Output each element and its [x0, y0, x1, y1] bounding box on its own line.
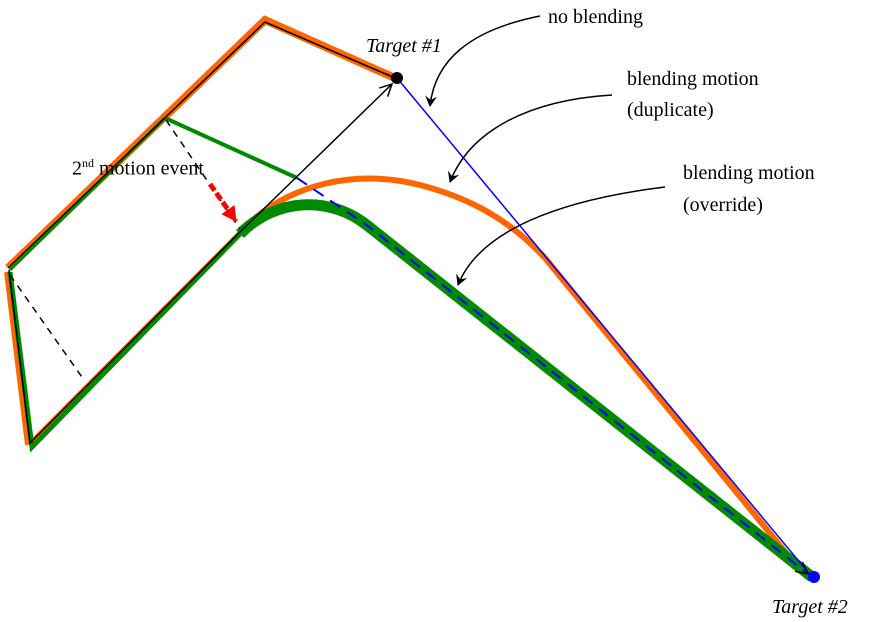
blue-dashed-path — [296, 177, 808, 574]
motion-event-text: motion event — [94, 157, 204, 180]
target1-dot — [391, 72, 403, 84]
no-blending-path — [396, 77, 813, 578]
motion-event-number: 2 — [72, 157, 82, 180]
dashed-connector-lower — [9, 274, 85, 381]
duplicate-label-line2: (duplicate) — [627, 99, 714, 121]
override-callout-arrow — [456, 186, 666, 286]
target2-dot — [808, 571, 820, 583]
motion-event-arrow — [207, 182, 239, 223]
duplicate-callout-arrow — [447, 94, 613, 183]
duplicate-label-line1: blending motion — [627, 68, 759, 90]
override-path — [7, 116, 816, 582]
motion-event-suffix: nd — [82, 156, 94, 170]
original-path — [7, 21, 396, 269]
override-label-line2: (override) — [683, 194, 763, 216]
target1-arrow — [239, 84, 392, 233]
target2-label: Target #2 — [772, 596, 848, 618]
original-path-lower — [8, 231, 241, 445]
no-blending-label: no blending — [548, 6, 643, 28]
override-label-line1: blending motion — [683, 162, 815, 184]
no-blending-callout-arrow — [425, 15, 541, 107]
target1-label: Target #1 — [366, 35, 442, 57]
motion-event-label: 2nd motion event — [72, 157, 204, 179]
